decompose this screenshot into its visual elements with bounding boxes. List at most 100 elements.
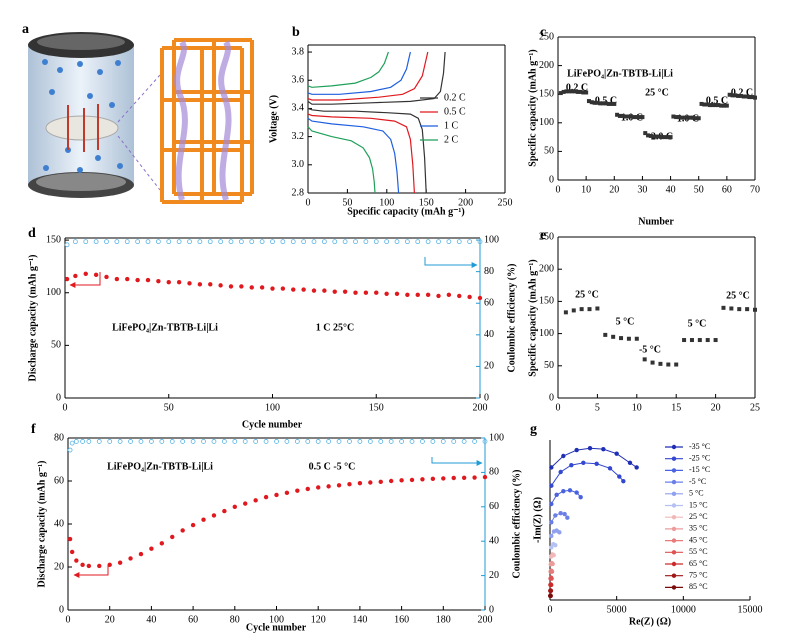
point [378, 439, 384, 444]
panel-label: g [530, 422, 537, 437]
point [549, 465, 554, 470]
point [197, 239, 203, 245]
panel-label: d [28, 226, 36, 241]
point [472, 475, 477, 480]
point [86, 563, 92, 569]
axis-arrow [431, 457, 483, 466]
point [553, 513, 558, 518]
point [69, 440, 75, 446]
point [549, 582, 554, 588]
point [666, 362, 671, 367]
point [347, 482, 352, 487]
point [572, 89, 577, 94]
y-axis-label: -Im(Z) (Ω) [532, 497, 543, 543]
y-tick-label: 150 [539, 296, 554, 307]
illustration: a [22, 22, 254, 204]
point [125, 276, 130, 282]
legend-marker [671, 444, 677, 450]
point [574, 490, 579, 495]
panel: 0 50 100 150 200050100150020406080100dCycle … [27, 226, 517, 430]
discharge-curve [307, 126, 376, 194]
x-tick-label: 0 [556, 184, 561, 195]
point [705, 338, 710, 343]
legend-label: 65 °C [689, 559, 708, 568]
x-tick-label: 120 [311, 614, 326, 625]
point [368, 480, 373, 485]
x-tick-label: 200 [473, 402, 488, 413]
ion-paths [67, 104, 99, 152]
point [332, 289, 337, 294]
point [301, 287, 306, 292]
point [634, 465, 639, 470]
point [228, 239, 234, 245]
point [578, 494, 583, 500]
point [671, 114, 676, 119]
point [311, 239, 317, 245]
point [614, 451, 619, 456]
point [702, 102, 707, 107]
point [679, 115, 684, 120]
point [305, 486, 310, 492]
point [280, 286, 286, 291]
panel-label: e [540, 228, 546, 243]
point [668, 135, 673, 140]
point [409, 477, 415, 483]
y-tick-label: 100 [539, 328, 554, 339]
point [238, 239, 244, 245]
point [363, 290, 369, 295]
axis-arrow [69, 272, 101, 288]
y2-tick-label: 80 [484, 266, 494, 277]
legend-label: 85 °C [689, 582, 708, 591]
annotation: 0.5 C [706, 95, 728, 106]
cell-body [28, 45, 134, 185]
point [693, 116, 698, 121]
point [242, 439, 248, 444]
x-tick-label: 140 [352, 614, 367, 625]
annotation: 0.2 C [566, 82, 588, 93]
point [420, 477, 425, 482]
point [719, 103, 724, 108]
point [208, 282, 213, 287]
legend-label: 25 °C [689, 512, 708, 521]
point [626, 114, 631, 119]
point [249, 239, 255, 245]
point [176, 280, 182, 285]
point [558, 469, 563, 475]
point [409, 439, 415, 444]
point [696, 116, 701, 121]
y2-tick-label: 80 [489, 467, 499, 478]
x-tick-label: 10 [581, 184, 591, 195]
x-tick-label: 10000 [671, 604, 696, 615]
point [738, 93, 743, 98]
point [705, 102, 710, 107]
x-tick-label: 40 [146, 614, 156, 625]
y2-tick-label: 0 [484, 392, 489, 403]
x-tick-label: 180 [436, 614, 451, 625]
point [553, 542, 558, 548]
point [724, 103, 729, 108]
legend-marker [671, 538, 677, 543]
y-tick-label: 150 [539, 88, 554, 99]
point [388, 439, 394, 444]
point [169, 439, 175, 444]
panel-label: c [540, 25, 546, 40]
point [107, 439, 113, 444]
annotation: 25 °C [726, 290, 750, 301]
x-tick-label: 150 [419, 197, 434, 208]
point [637, 115, 642, 120]
point [73, 273, 78, 279]
y-tick-label: 20 [54, 561, 64, 572]
point [425, 239, 431, 245]
point [550, 561, 555, 567]
point [357, 480, 363, 486]
point [601, 101, 606, 106]
point [394, 291, 400, 296]
point [713, 338, 718, 343]
legend-marker [671, 479, 677, 485]
point [232, 439, 238, 444]
point [190, 522, 196, 528]
panel-label: f [31, 422, 36, 437]
y2-axis-label: Coulombic efficiency (%) [506, 264, 517, 373]
panel: 0 20 40 60 80 100 120 140 160 180 2000204060800204… [31, 422, 522, 633]
